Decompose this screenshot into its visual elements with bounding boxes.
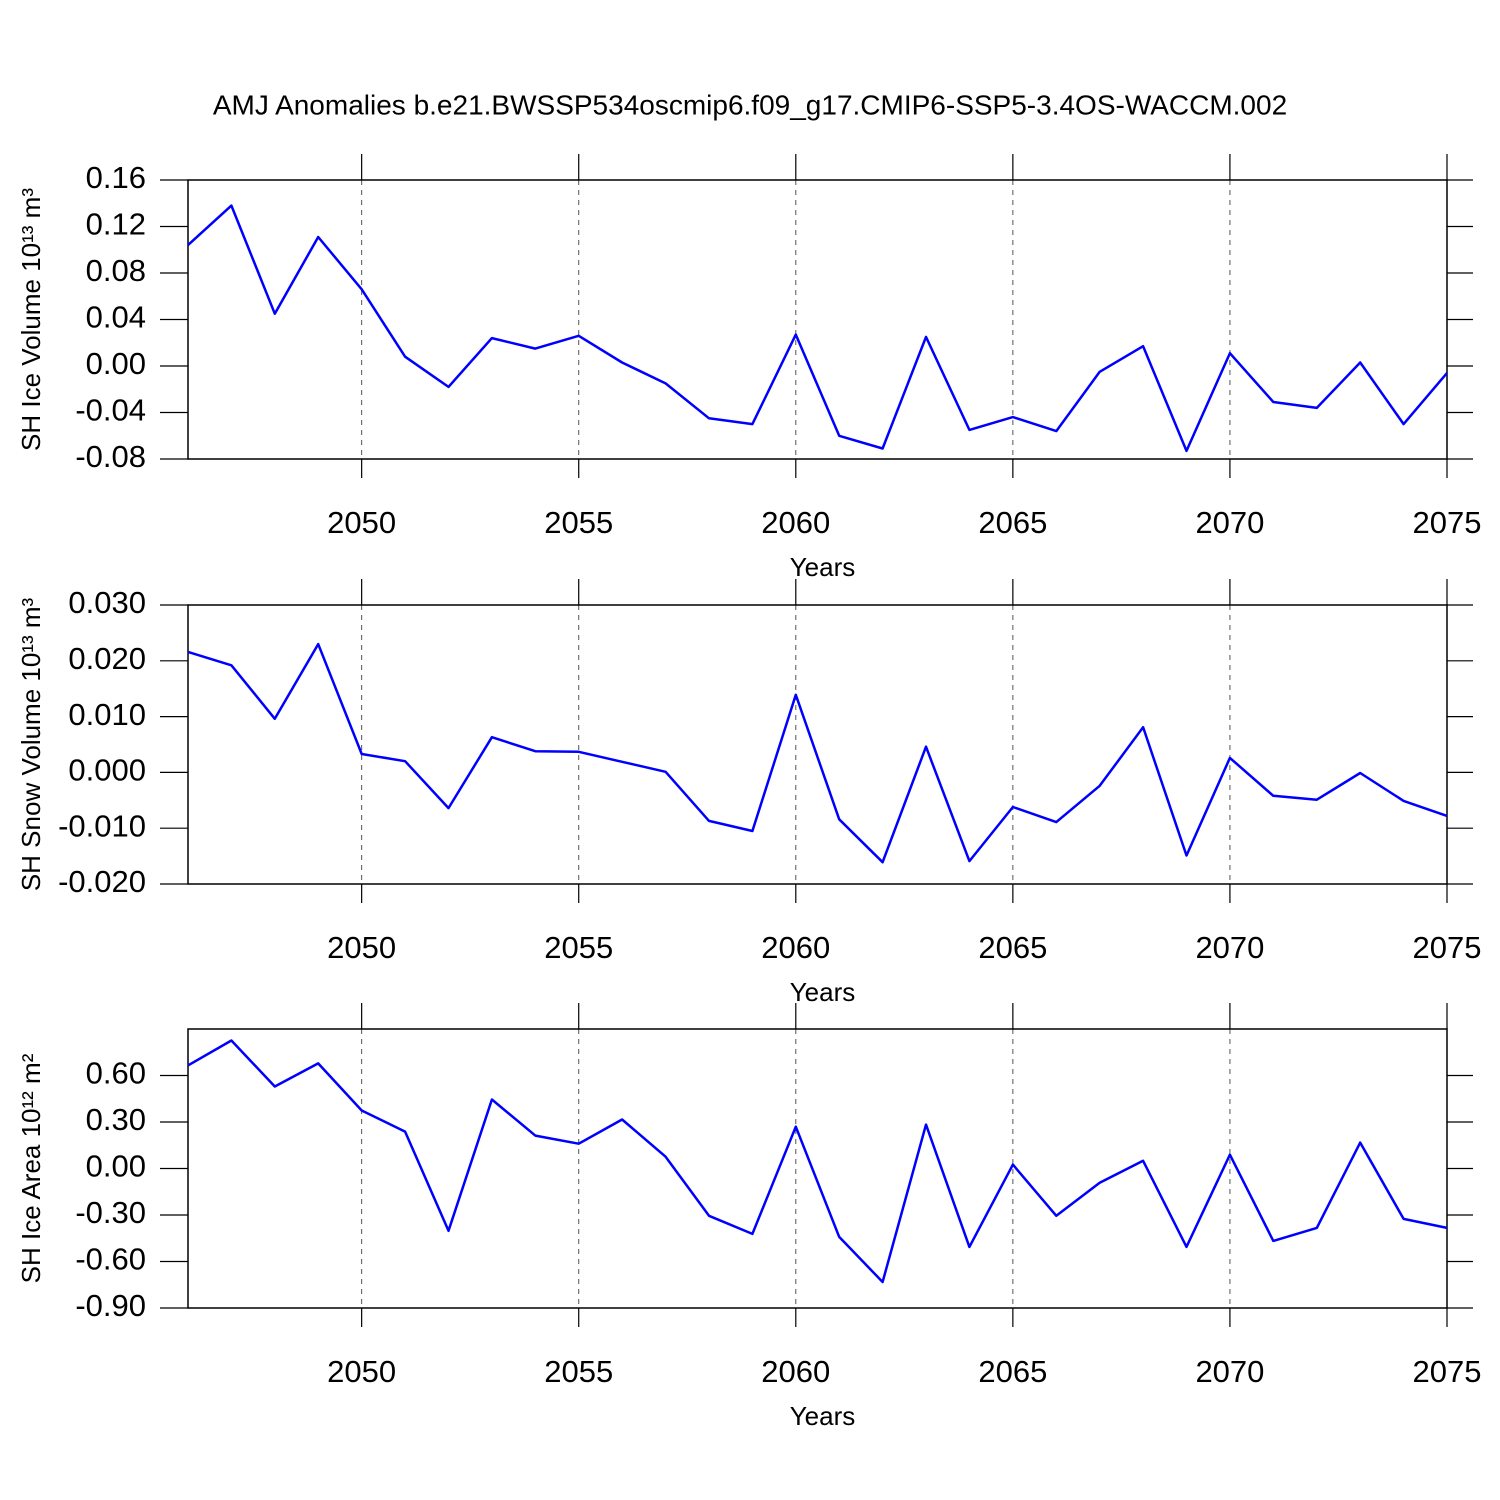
y-tick-label: 0.30 (86, 1102, 146, 1137)
x-tick-label: 2075 (1413, 505, 1482, 540)
x-tick-label: 2055 (544, 930, 613, 965)
x-tick-label: 2060 (761, 930, 830, 965)
chart-title: AMJ Anomalies b.e21.BWSSP534oscmip6.f09_… (213, 89, 1287, 120)
x-tick-label: 2065 (978, 930, 1047, 965)
plot-frame (187, 179, 1448, 460)
x-tick-label: 2070 (1195, 930, 1264, 965)
x-tick-label: 2060 (761, 505, 830, 540)
y-tick-label: -0.04 (75, 393, 146, 428)
x-tick-label: 2065 (978, 505, 1047, 540)
y-tick-label: 0.16 (86, 160, 146, 195)
y-tick-label: -0.08 (75, 439, 146, 474)
x-tick-label: 2075 (1413, 930, 1482, 965)
y-tick-label: 0.010 (68, 697, 146, 732)
y-axis-label: SH Snow Volume 10¹³ m³ (16, 597, 46, 891)
x-tick-label: 2060 (761, 1354, 830, 1389)
y-tick-label: 0.030 (68, 585, 146, 620)
y-tick-label: 0.00 (86, 1149, 146, 1184)
x-tick-label: 2070 (1195, 505, 1264, 540)
y-tick-label: 0.60 (86, 1056, 146, 1091)
y-tick-label: -0.30 (75, 1195, 146, 1230)
x-tick-label: 2055 (544, 1354, 613, 1389)
y-tick-label: -0.60 (75, 1242, 146, 1277)
y-tick-label: 0.00 (86, 346, 146, 381)
data-line (187, 1039, 1448, 1284)
x-tick-label: 2055 (544, 505, 613, 540)
x-axis-label: Years (790, 1401, 856, 1431)
y-tick-label: -0.020 (58, 864, 146, 899)
y-tick-label: 0.08 (86, 253, 146, 288)
plot-frame (187, 604, 1448, 885)
x-tick-label: 2050 (327, 930, 396, 965)
plot-frame (187, 1028, 1448, 1309)
y-axis-label: SH Ice Volume 10¹³ m³ (16, 188, 46, 451)
y-tick-label: 0.020 (68, 641, 146, 676)
y-tick-label: -0.90 (75, 1288, 146, 1323)
y-tick-label: 0.000 (68, 753, 146, 788)
x-tick-label: 2050 (327, 505, 396, 540)
y-tick-label: 0.12 (86, 207, 146, 242)
x-tick-label: 2070 (1195, 1354, 1264, 1389)
data-line (187, 204, 1448, 453)
data-line (187, 642, 1448, 864)
y-axis-label: SH Ice Area 10¹² m² (16, 1053, 46, 1283)
x-tick-label: 2050 (327, 1354, 396, 1389)
x-tick-label: 2075 (1413, 1354, 1482, 1389)
y-tick-label: 0.04 (86, 300, 146, 335)
x-tick-label: 2065 (978, 1354, 1047, 1389)
x-axis-label: Years (790, 977, 856, 1007)
y-tick-label: -0.010 (58, 808, 146, 843)
x-axis-label: Years (790, 552, 856, 582)
